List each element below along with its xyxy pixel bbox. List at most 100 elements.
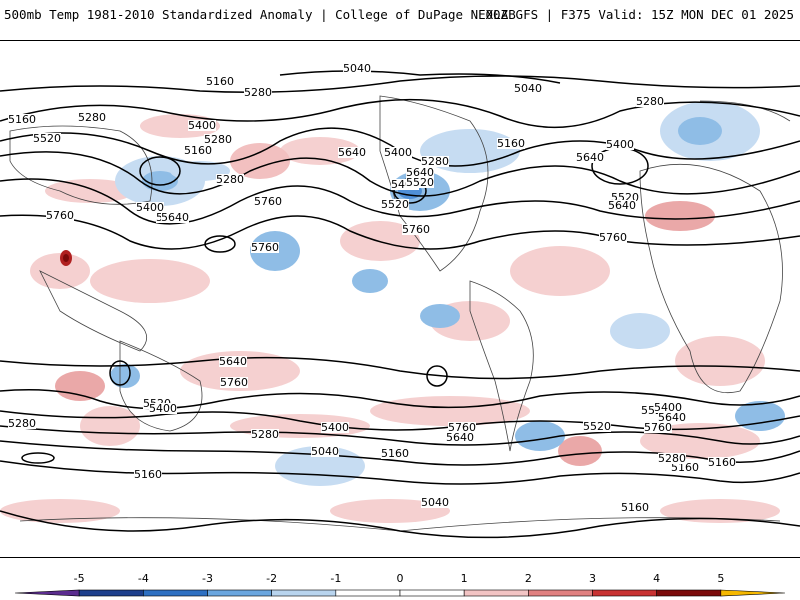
contour-label-bg [381, 199, 409, 210]
run-info: 00Z GFS | F375 Valid: 15Z MON DEC 01 202… [485, 7, 794, 22]
contour-label-bg [184, 145, 212, 156]
contour-label: 5160 [708, 456, 736, 469]
contour-label-bg [219, 356, 247, 367]
contour-label-bg [188, 120, 216, 131]
colorbar-segment [143, 589, 208, 597]
contour-label-bg [78, 112, 106, 123]
contour-label-bg [206, 76, 234, 87]
contour-label: 5520 [583, 420, 611, 433]
contour-label: 5400 [136, 201, 164, 214]
warm-anomaly-shading [0, 114, 780, 523]
contour-label-bg [421, 497, 449, 508]
contour-label: 5760 [46, 209, 74, 222]
contour-label: 5400 [188, 119, 216, 132]
contour-label-bg [583, 421, 611, 432]
contour-label-bg [576, 152, 604, 163]
contour-label-bg [8, 418, 36, 429]
colorbar-segment [271, 589, 337, 597]
contour-label-bg [343, 63, 371, 74]
map-panel[interactable]: 5160 5280 5040 5040 5160 5280 5400 5520 5280 5160… [0, 40, 800, 558]
contour-label: 5040 [514, 82, 542, 95]
contour-label: 5520 [381, 198, 409, 211]
contour-label-bg [161, 212, 189, 223]
contour-label-bg [636, 96, 664, 107]
colorbar-segment [592, 589, 657, 597]
contour-label-bg [251, 429, 279, 440]
contour-label-bg [321, 422, 349, 433]
colorbar-tick-label: 2 [525, 572, 532, 585]
contour-label: 5040 [311, 445, 339, 458]
colorbar-tick-label: -3 [202, 572, 213, 585]
contour-label: 5040 [343, 62, 371, 75]
colorbar-segment [528, 589, 593, 597]
contour-label-bg [406, 167, 434, 178]
contour-label: 5760 [644, 421, 672, 434]
contour-label-bg [381, 448, 409, 459]
colorbar-tick-label: 0 [397, 572, 404, 585]
contour-label: 5160 [497, 137, 525, 150]
contour-label: 5160 [184, 144, 212, 157]
contour-label: 5280 [421, 155, 449, 168]
contour-label: 5280 [636, 95, 664, 108]
contour-label-bg [621, 502, 649, 513]
contour-label: 5400 [384, 146, 412, 159]
colorbar-tick-label: -2 [266, 572, 277, 585]
contour-label-bg [391, 179, 419, 190]
contour-label: 5160 [206, 75, 234, 88]
contour-label: 5400 [606, 138, 634, 151]
contour-label-bg [514, 83, 542, 94]
colorbar-segment [720, 589, 786, 597]
contour-label-bg [251, 242, 279, 253]
contour-label-bg [134, 469, 162, 480]
contour-label: 5760 [448, 421, 476, 434]
contour-label: 5280 [251, 428, 279, 441]
contour-label-bg [136, 202, 164, 213]
contour-label-bg [311, 446, 339, 457]
contour-label: 5160 [671, 461, 699, 474]
contour-label-bg [8, 114, 36, 125]
contour-label: 5640 [608, 199, 636, 212]
colorbar-segment [335, 589, 401, 597]
contour-label-bg [149, 403, 177, 414]
contour-label: 5640 [219, 355, 247, 368]
contour-label-bg [254, 196, 282, 207]
contour-label-bg [448, 422, 476, 433]
map-title: 500mb Temp 1981-2010 Standardized Anomal… [4, 7, 516, 22]
contour-label: 5640 [161, 211, 189, 224]
contour-label: 5280 [8, 417, 36, 430]
contour-label-bg [421, 156, 449, 167]
colorbar-tick-label: 1 [461, 572, 468, 585]
contour-label: 5280 [244, 86, 272, 99]
contour-label-bg [384, 147, 412, 158]
contour-label: 5280 [216, 173, 244, 186]
colorbar-segment [463, 589, 529, 597]
contour-label: 5400 [321, 421, 349, 434]
contour-label-bg [497, 138, 525, 149]
colorbar-tick-label: 5 [717, 572, 724, 585]
contour-label: 5160 [8, 113, 36, 126]
contour-label-bg [599, 232, 627, 243]
contour-label: 5760 [599, 231, 627, 244]
contour-label-bg [658, 412, 686, 423]
contour-label-bg [338, 147, 366, 158]
contour-label: 5640 [406, 166, 434, 179]
colorbar-tick-label: -1 [330, 572, 341, 585]
contour-label: 5400 [654, 401, 682, 414]
contour-label-bg [644, 422, 672, 433]
contour-label-bg [708, 457, 736, 468]
contour-label: 5160 [381, 447, 409, 460]
contour-label: 5640 [576, 151, 604, 164]
contour-label: 5520 [406, 176, 434, 189]
contour-label-bg [216, 174, 244, 185]
contour-label: 5280 [78, 111, 106, 124]
colorbar-segment [14, 589, 80, 597]
contour-label: 5400 [149, 402, 177, 415]
contour-label-bg [46, 210, 74, 221]
contour-label: 5640 [446, 431, 474, 444]
contour-label: 5760 [254, 195, 282, 208]
contour-label: 5280 [204, 133, 232, 146]
contour-label: 5640 [658, 411, 686, 424]
contour-label-bg [611, 192, 639, 203]
